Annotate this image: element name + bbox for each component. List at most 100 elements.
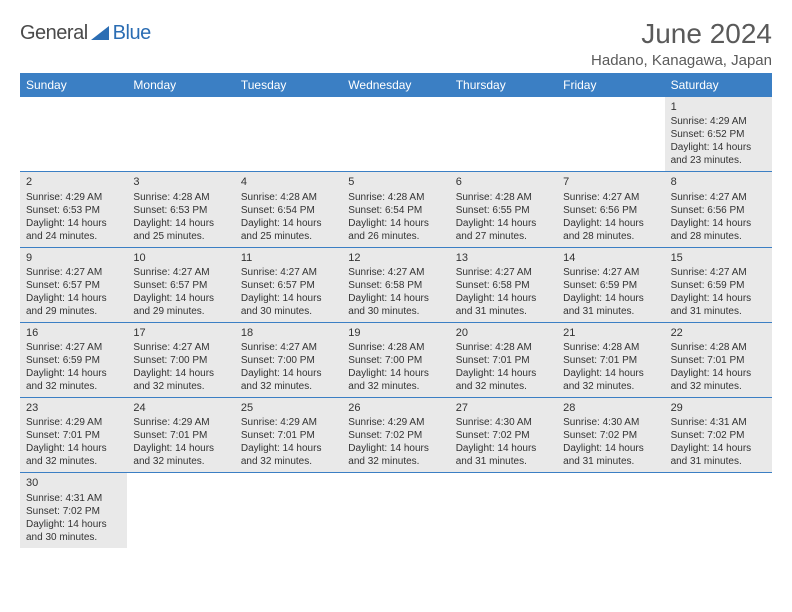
day-cell: 11Sunrise: 4:27 AMSunset: 6:57 PMDayligh… [235,248,342,322]
day-number: 29 [671,401,766,415]
day-number: 24 [133,401,228,415]
day-number: 27 [456,401,551,415]
title-block: June 2024 Hadano, Kanagawa, Japan [591,18,772,69]
day-number: 6 [456,175,551,189]
sunrise-line: Sunrise: 4:28 AM [348,341,443,354]
location: Hadano, Kanagawa, Japan [591,52,772,69]
day-cell: 8Sunrise: 4:27 AMSunset: 6:56 PMDaylight… [665,172,772,246]
sunrise-line: Sunrise: 4:28 AM [456,341,551,354]
day-cell: 21Sunrise: 4:28 AMSunset: 7:01 PMDayligh… [557,323,664,397]
empty-cell [127,473,234,547]
daylight-line: Daylight: 14 hours and 31 minutes. [671,442,766,468]
day-number: 17 [133,326,228,340]
sunset-line: Sunset: 7:01 PM [563,354,658,367]
empty-cell [342,473,449,547]
day-number: 11 [241,251,336,265]
week-row: 1Sunrise: 4:29 AMSunset: 6:52 PMDaylight… [20,97,772,172]
week-row: 30Sunrise: 4:31 AMSunset: 7:02 PMDayligh… [20,473,772,547]
sunrise-line: Sunrise: 4:29 AM [133,416,228,429]
sunset-line: Sunset: 7:01 PM [456,354,551,367]
sunset-line: Sunset: 6:56 PM [671,204,766,217]
empty-cell [557,97,664,171]
daylight-line: Daylight: 14 hours and 29 minutes. [26,292,121,318]
sunset-line: Sunset: 6:54 PM [241,204,336,217]
day-header: Wednesday [342,73,449,97]
sunset-line: Sunset: 6:59 PM [26,354,121,367]
week-row: 23Sunrise: 4:29 AMSunset: 7:01 PMDayligh… [20,398,772,473]
day-number: 10 [133,251,228,265]
day-number: 3 [133,175,228,189]
sunrise-line: Sunrise: 4:30 AM [456,416,551,429]
day-number: 7 [563,175,658,189]
sunrise-line: Sunrise: 4:28 AM [563,341,658,354]
logo: General Blue [20,22,151,45]
daylight-line: Daylight: 14 hours and 32 minutes. [241,367,336,393]
daylight-line: Daylight: 14 hours and 28 minutes. [563,217,658,243]
sunrise-line: Sunrise: 4:29 AM [348,416,443,429]
sunrise-line: Sunrise: 4:30 AM [563,416,658,429]
sunset-line: Sunset: 6:52 PM [671,128,766,141]
sunrise-line: Sunrise: 4:27 AM [563,266,658,279]
sunrise-line: Sunrise: 4:28 AM [241,191,336,204]
day-header: Friday [557,73,664,97]
week-row: 16Sunrise: 4:27 AMSunset: 6:59 PMDayligh… [20,323,772,398]
empty-cell [665,473,772,547]
day-number: 23 [26,401,121,415]
sunrise-line: Sunrise: 4:28 AM [456,191,551,204]
day-cell: 24Sunrise: 4:29 AMSunset: 7:01 PMDayligh… [127,398,234,472]
sunset-line: Sunset: 7:02 PM [563,429,658,442]
sunrise-line: Sunrise: 4:27 AM [241,341,336,354]
sunrise-line: Sunrise: 4:27 AM [26,341,121,354]
day-cell: 4Sunrise: 4:28 AMSunset: 6:54 PMDaylight… [235,172,342,246]
day-cell: 1Sunrise: 4:29 AMSunset: 6:52 PMDaylight… [665,97,772,171]
day-cell: 16Sunrise: 4:27 AMSunset: 6:59 PMDayligh… [20,323,127,397]
day-number: 13 [456,251,551,265]
daylight-line: Daylight: 14 hours and 25 minutes. [241,217,336,243]
daylight-line: Daylight: 14 hours and 24 minutes. [26,217,121,243]
empty-cell [20,97,127,171]
sunrise-line: Sunrise: 4:29 AM [671,115,766,128]
day-cell: 9Sunrise: 4:27 AMSunset: 6:57 PMDaylight… [20,248,127,322]
daylight-line: Daylight: 14 hours and 30 minutes. [241,292,336,318]
day-cell: 6Sunrise: 4:28 AMSunset: 6:55 PMDaylight… [450,172,557,246]
sunset-line: Sunset: 6:59 PM [563,279,658,292]
day-cell: 17Sunrise: 4:27 AMSunset: 7:00 PMDayligh… [127,323,234,397]
daylight-line: Daylight: 14 hours and 30 minutes. [26,518,121,544]
sunset-line: Sunset: 7:01 PM [241,429,336,442]
daylight-line: Daylight: 14 hours and 27 minutes. [456,217,551,243]
daylight-line: Daylight: 14 hours and 32 minutes. [671,367,766,393]
sunset-line: Sunset: 6:58 PM [348,279,443,292]
daylight-line: Daylight: 14 hours and 32 minutes. [26,442,121,468]
day-number: 18 [241,326,336,340]
daylight-line: Daylight: 14 hours and 31 minutes. [671,292,766,318]
day-headers: SundayMondayTuesdayWednesdayThursdayFrid… [20,73,772,97]
sunrise-line: Sunrise: 4:29 AM [241,416,336,429]
day-cell: 3Sunrise: 4:28 AMSunset: 6:53 PMDaylight… [127,172,234,246]
sunrise-line: Sunrise: 4:27 AM [563,191,658,204]
empty-cell [450,97,557,171]
sunset-line: Sunset: 6:59 PM [671,279,766,292]
day-cell: 19Sunrise: 4:28 AMSunset: 7:00 PMDayligh… [342,323,449,397]
day-cell: 30Sunrise: 4:31 AMSunset: 7:02 PMDayligh… [20,473,127,547]
sunrise-line: Sunrise: 4:27 AM [456,266,551,279]
sunrise-line: Sunrise: 4:27 AM [671,266,766,279]
daylight-line: Daylight: 14 hours and 31 minutes. [456,442,551,468]
sunrise-line: Sunrise: 4:27 AM [671,191,766,204]
daylight-line: Daylight: 14 hours and 26 minutes. [348,217,443,243]
header: General Blue June 2024 Hadano, Kanagawa,… [20,18,772,69]
sunset-line: Sunset: 6:57 PM [241,279,336,292]
sunset-line: Sunset: 6:54 PM [348,204,443,217]
sunset-line: Sunset: 7:00 PM [133,354,228,367]
sunrise-line: Sunrise: 4:27 AM [241,266,336,279]
daylight-line: Daylight: 14 hours and 32 minutes. [133,367,228,393]
day-number: 8 [671,175,766,189]
daylight-line: Daylight: 14 hours and 23 minutes. [671,141,766,167]
day-number: 9 [26,251,121,265]
day-number: 30 [26,476,121,490]
day-cell: 23Sunrise: 4:29 AMSunset: 7:01 PMDayligh… [20,398,127,472]
sail-icon [91,26,109,40]
logo-text-part2: Blue [113,22,151,45]
day-cell: 7Sunrise: 4:27 AMSunset: 6:56 PMDaylight… [557,172,664,246]
sunset-line: Sunset: 7:01 PM [671,354,766,367]
week-row: 9Sunrise: 4:27 AMSunset: 6:57 PMDaylight… [20,248,772,323]
